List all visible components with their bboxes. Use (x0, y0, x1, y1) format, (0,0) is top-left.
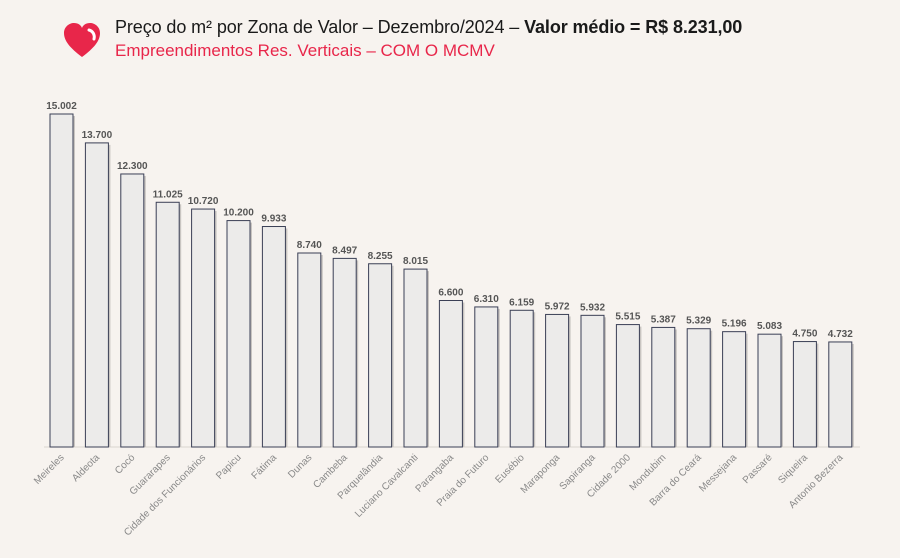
bar-value-label: 6.600 (438, 287, 463, 298)
bar-value-label: 5.329 (686, 316, 711, 327)
bar (722, 331, 747, 448)
category-label: Cocó (113, 452, 138, 477)
bar-value-label: 10.720 (188, 196, 219, 207)
bar (509, 309, 534, 448)
category-label: Dunas (286, 452, 314, 480)
bar-value-label: 8.740 (297, 240, 322, 251)
bar-value-label: 5.196 (722, 319, 747, 330)
category-label: Aldeota (70, 452, 102, 484)
bar (368, 263, 393, 448)
bar-value-label: 4.750 (792, 329, 817, 340)
bar-value-label: 6.159 (509, 297, 534, 308)
bar-value-label: 8.497 (332, 245, 357, 256)
bar (84, 142, 109, 448)
category-label: Passaré (741, 452, 775, 486)
chart-subtitle: Empreendimentos Res. Verticais – COM O M… (115, 41, 495, 60)
bar (297, 252, 322, 448)
bar (757, 333, 782, 448)
category-label: Messejana (697, 452, 739, 494)
bar-value-label: 8.015 (403, 256, 428, 267)
bar (651, 326, 676, 448)
bar (474, 306, 499, 448)
bar-value-label: 10.200 (223, 208, 254, 219)
bar (226, 220, 251, 448)
bar-value-label: 5.932 (580, 302, 605, 313)
title-block: Preço do m² por Zona de Valor – Dezembro… (115, 17, 742, 61)
title-average-value: Valor médio = R$ 8.231,00 (524, 17, 743, 37)
category-label: Siqueira (776, 452, 810, 486)
category-label: Luciano Cavalcanti (353, 452, 421, 520)
bar (261, 226, 286, 448)
bar (191, 208, 216, 448)
chart-title: Preço do m² por Zona de Valor – Dezembro… (115, 17, 742, 38)
bar-value-label: 5.972 (545, 301, 570, 312)
category-label: Eusébio (493, 452, 527, 486)
category-label: Meireles (32, 452, 67, 487)
bars-group: 15.002 Meireles 13.700 Aldeota 12.300 Cocó 11.… (32, 101, 854, 538)
bar (828, 341, 853, 448)
bar-value-label: 5.387 (651, 314, 676, 325)
bar (120, 173, 145, 448)
bar (580, 314, 605, 448)
bar-value-label: 12.300 (117, 161, 148, 172)
bar (545, 313, 570, 448)
bar (792, 341, 817, 448)
category-label: Papicu (214, 452, 243, 481)
bar-value-label: 15.002 (46, 101, 77, 112)
bar-value-label: 9.933 (261, 214, 286, 225)
bar-value-label: 6.310 (474, 294, 499, 305)
bar-value-label: 13.700 (82, 130, 113, 141)
bar-value-label: 5.515 (615, 312, 640, 323)
bar-value-label: 11.025 (153, 189, 183, 200)
category-label: Fátima (250, 452, 280, 482)
bar (332, 257, 357, 448)
bar (615, 324, 640, 448)
bar-value-label: 8.255 (368, 251, 393, 262)
heart-logo-icon (64, 23, 100, 57)
bar-value-label: 4.732 (828, 329, 853, 340)
bar (403, 268, 428, 448)
bar (438, 299, 463, 448)
bar-value-label: 5.083 (757, 321, 782, 332)
bar (49, 113, 74, 448)
title-main: Preço do m² por Zona de Valor – Dezembro… (115, 17, 525, 37)
bar (686, 328, 711, 448)
bar (155, 201, 180, 448)
